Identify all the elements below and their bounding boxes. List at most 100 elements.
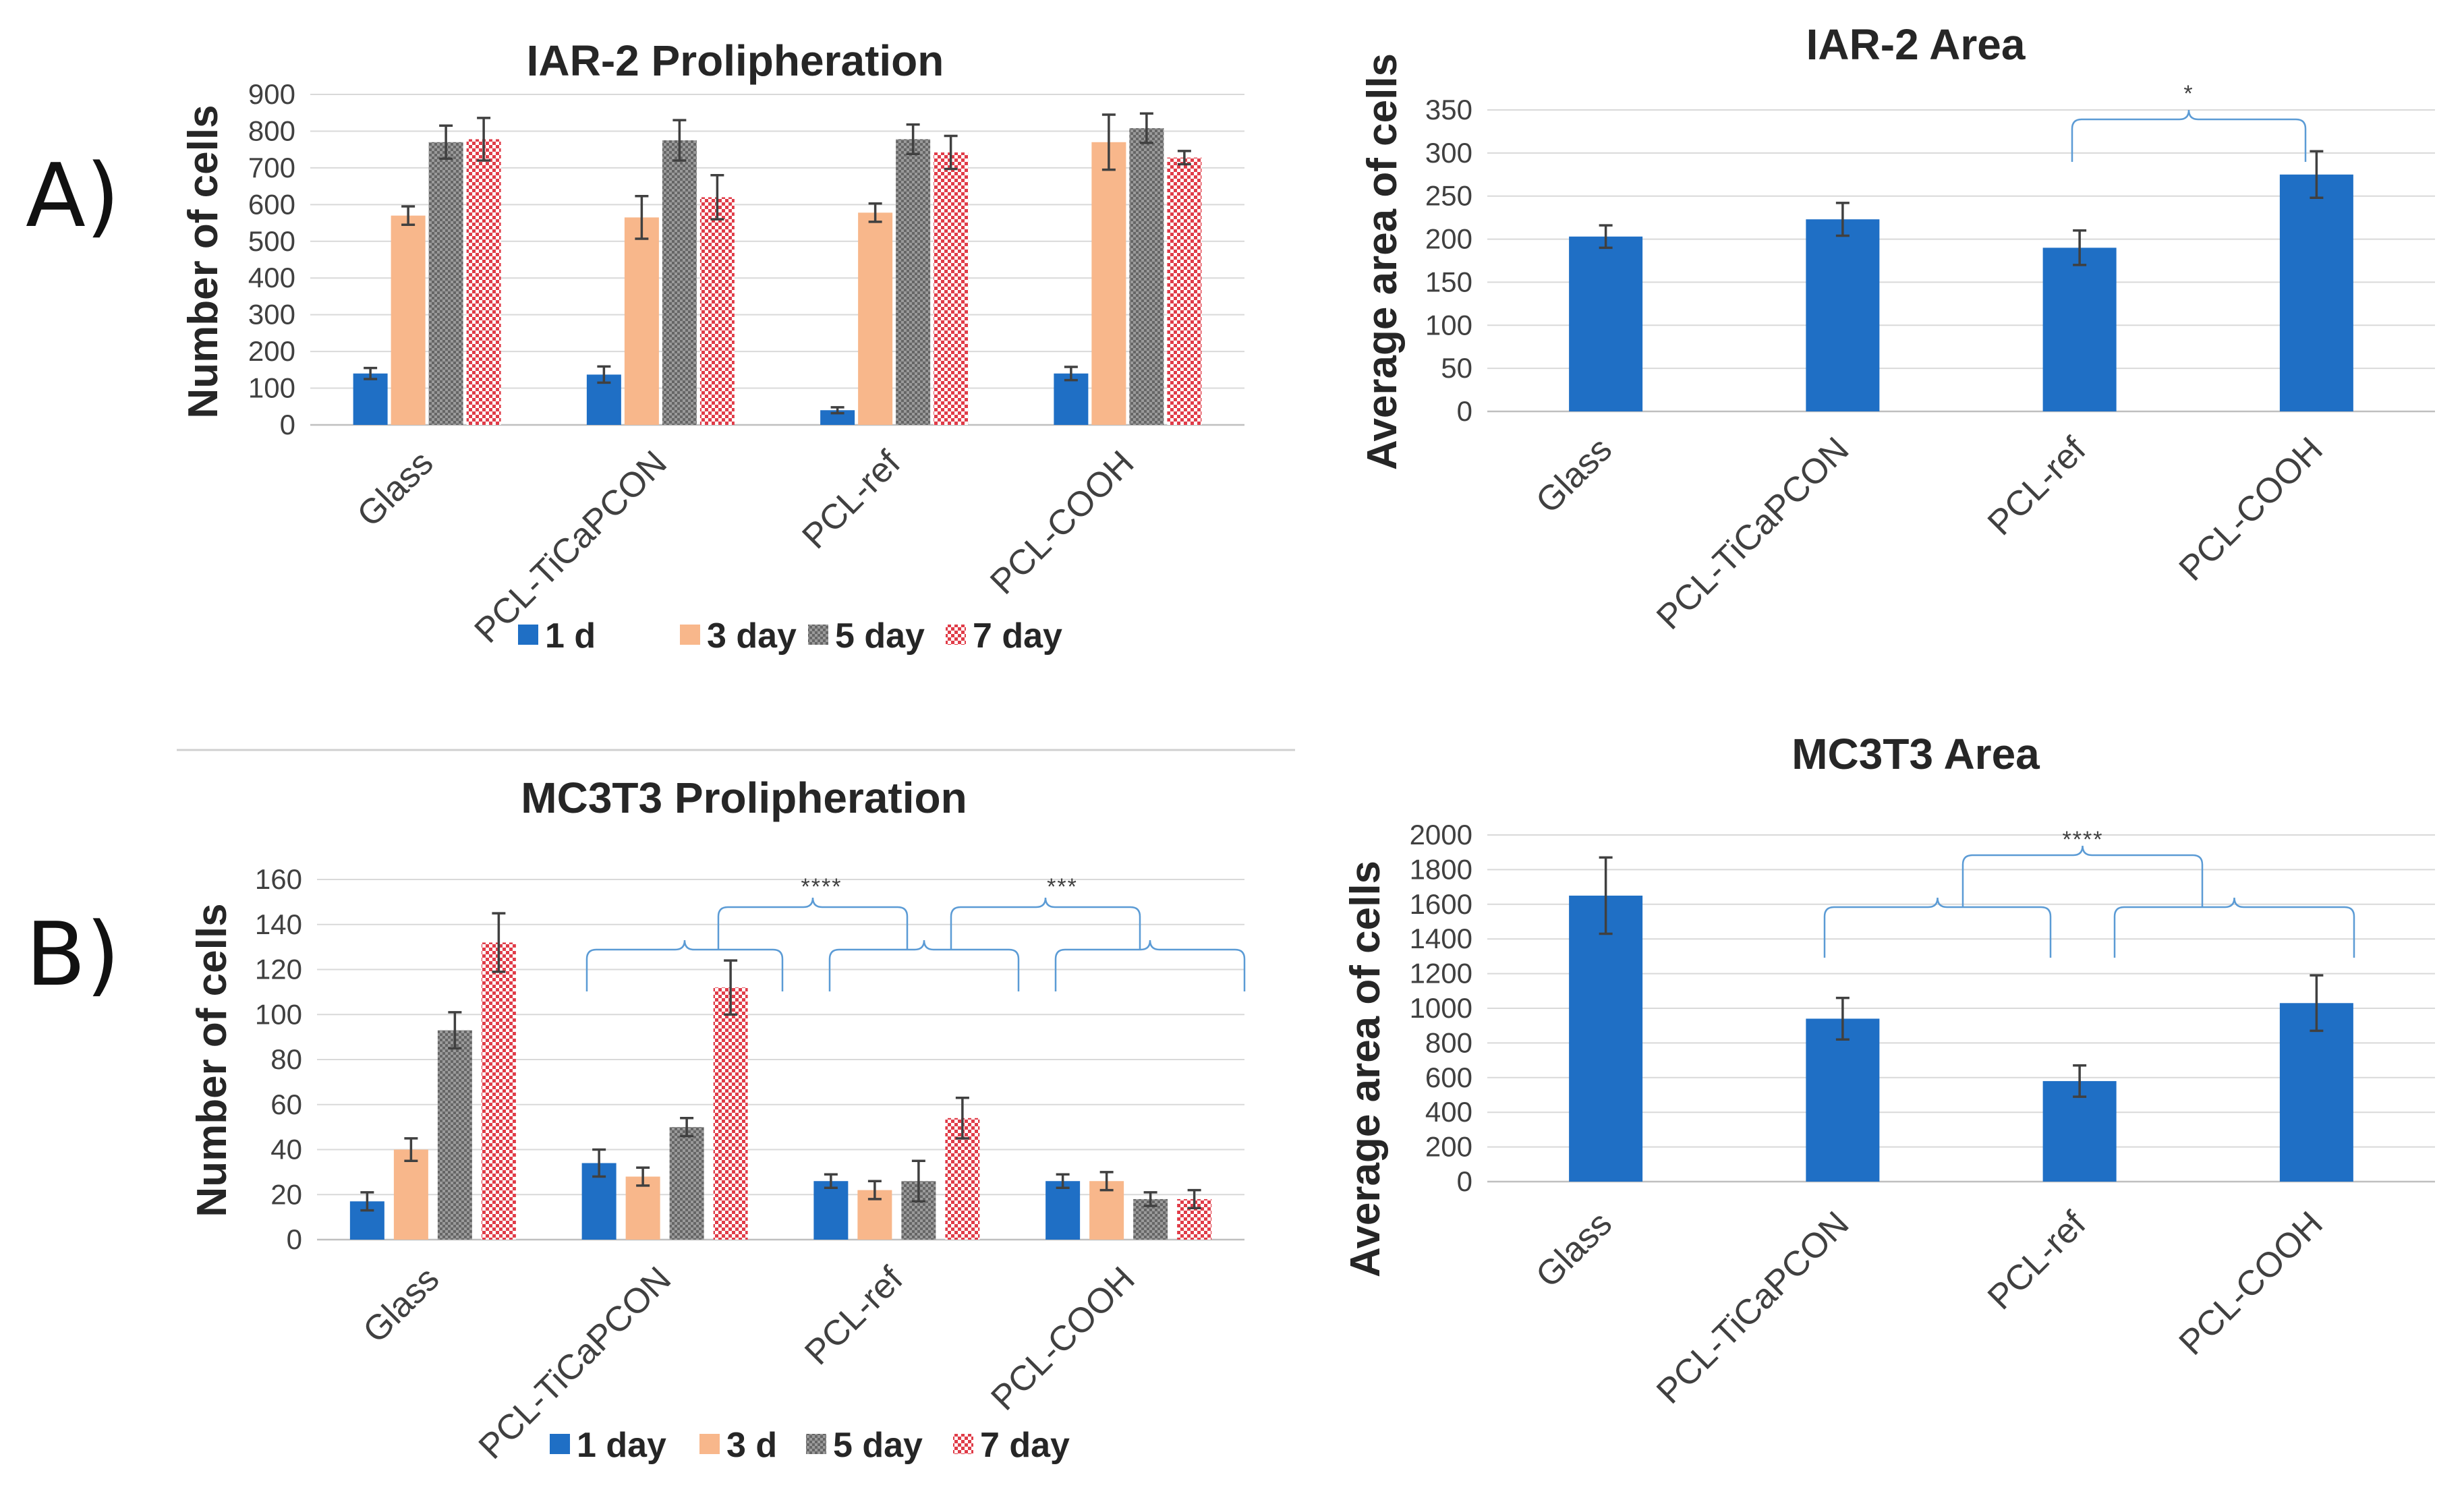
significance-label: * [2183, 81, 2194, 107]
y-tick-label: 0 [1457, 395, 1472, 427]
legend-label: 5 day [833, 1426, 923, 1465]
bar-1-d [1054, 373, 1089, 425]
error-bar [824, 1173, 838, 1189]
bar-5-day [428, 142, 463, 425]
error-bar [404, 1137, 418, 1162]
y-tick-label: 80 [270, 1043, 302, 1075]
error-bar [1139, 112, 1153, 144]
y-tick-label: 800 [1425, 1026, 1472, 1058]
y-tick-label: 600 [1425, 1062, 1472, 1093]
error-bar [1177, 150, 1191, 166]
error-bar [830, 406, 844, 415]
legend-label: 3 d [726, 1426, 777, 1465]
chart-title: IAR-2 Prolipheration [527, 36, 944, 85]
bar-3-d [625, 1176, 660, 1240]
error-bar [868, 202, 882, 223]
legend-label: 7 day [980, 1426, 1070, 1465]
error-bar [360, 1191, 374, 1212]
error-bar [1835, 996, 1850, 1041]
significance-bracket [717, 897, 909, 950]
error-bar [597, 365, 611, 384]
error-bar [1101, 113, 1116, 171]
y-tick-label: 700 [248, 152, 295, 183]
error-bar [680, 1117, 694, 1138]
bar-area [1806, 219, 1880, 411]
y-tick-label: 900 [248, 78, 295, 110]
error-bar [1143, 1191, 1157, 1207]
legend-swatch [953, 1434, 973, 1454]
error-bar [401, 205, 416, 227]
y-tick-label: 500 [248, 225, 295, 257]
error-bar [911, 1159, 925, 1203]
significance-bracket [1823, 897, 2052, 958]
bar-3-d [393, 1149, 428, 1240]
y-tick-label: 20 [270, 1178, 302, 1210]
error-bar [636, 1166, 650, 1187]
error-bar [1099, 1171, 1114, 1192]
y-tick-label: 0 [287, 1223, 302, 1255]
bar-area [1569, 895, 1643, 1182]
y-tick-label: 100 [255, 998, 302, 1030]
y-tick-label: 100 [1425, 309, 1472, 341]
legend-swatch [680, 625, 700, 645]
bar-3-day [624, 217, 659, 425]
error-bar [635, 195, 649, 240]
y-tick-label: 1600 [1410, 888, 1472, 920]
error-bar [1064, 366, 1078, 382]
bar-7-day [713, 987, 748, 1240]
y-tick-label: 300 [1425, 137, 1472, 169]
legend-label: 1 d [545, 616, 596, 656]
bar-5-day [437, 1030, 472, 1240]
bar-area [1806, 1018, 1880, 1182]
significance-label: **** [801, 874, 842, 900]
bar-area [2279, 174, 2353, 411]
y-tick-label: 140 [255, 908, 302, 940]
bar-7-day [1167, 157, 1202, 425]
bar-5-day [669, 1127, 704, 1240]
bar-1-d [353, 373, 388, 425]
y-tick-label: 200 [1425, 223, 1472, 255]
y-axis-title: Average area of cells [1342, 861, 1389, 1277]
legend-swatch [806, 1434, 826, 1454]
bar-5-day [1129, 128, 1164, 426]
panel-label-a: A) [26, 144, 120, 247]
significance-bracket [2113, 897, 2355, 958]
error-bar [364, 366, 378, 380]
error-bar [672, 119, 687, 162]
legend-swatch [550, 1434, 570, 1454]
bar-3-day [391, 215, 426, 425]
y-tick-label: 300 [248, 299, 295, 330]
y-tick-label: 400 [1425, 1096, 1472, 1128]
bar-area [2279, 1003, 2353, 1182]
y-tick-label: 100 [248, 372, 295, 404]
error-bar [1056, 1173, 1070, 1189]
y-tick-label: 2000 [1410, 819, 1472, 850]
significance-label: *** [1047, 874, 1078, 900]
panel-label-b: B) [26, 903, 120, 1006]
error-bar [1835, 202, 1850, 237]
error-bar [1599, 224, 1613, 250]
bar-area [1569, 236, 1643, 411]
error-bar [944, 134, 958, 171]
y-tick-label: 150 [1425, 266, 1472, 297]
y-tick-label: 120 [255, 954, 302, 985]
y-tick-label: 800 [248, 115, 295, 146]
y-tick-label: 200 [248, 335, 295, 367]
bar-5-day [662, 140, 697, 426]
y-tick-label: 40 [270, 1134, 302, 1165]
error-bar [724, 959, 738, 1016]
error-bar [2073, 1064, 2087, 1098]
chart-title: MC3T3 Prolipheration [521, 774, 967, 822]
y-tick-label: 0 [280, 409, 295, 440]
legend-swatch [808, 625, 828, 645]
y-tick-label: 250 [1425, 180, 1472, 212]
y-tick-label: 60 [270, 1089, 302, 1120]
bar-5-day [896, 139, 931, 425]
bar-1-day [1045, 1181, 1081, 1240]
y-tick-label: 0 [1457, 1165, 1472, 1197]
error-bar [955, 1096, 969, 1140]
y-axis-title: Number of cells [189, 903, 235, 1217]
significance-bracket [1961, 845, 2204, 907]
error-bar [592, 1148, 606, 1178]
